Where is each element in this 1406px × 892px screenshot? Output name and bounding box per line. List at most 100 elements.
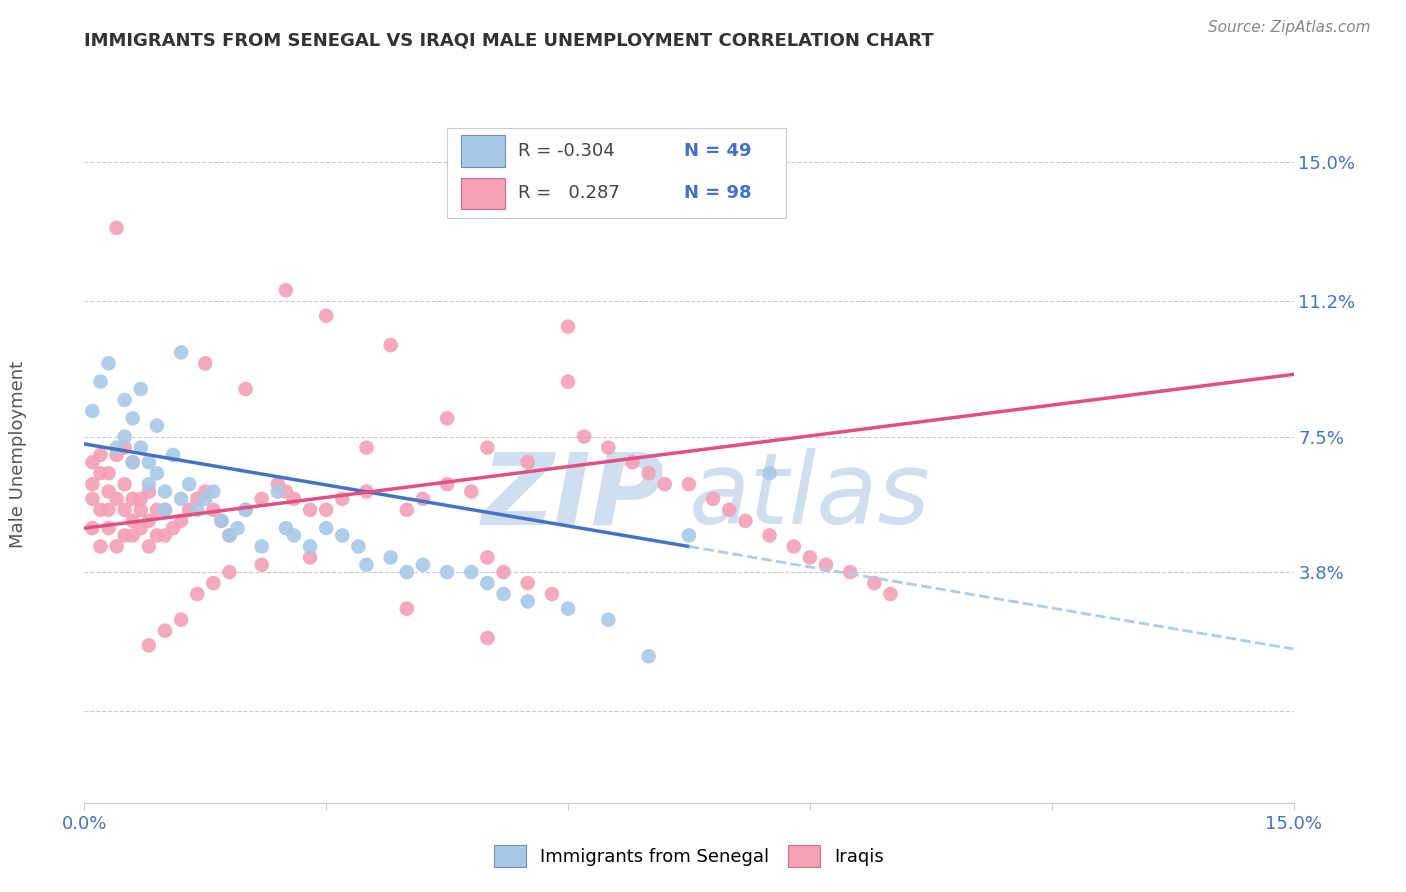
Point [89, 540, 111, 554]
Point [758, 528, 780, 542]
Point [621, 455, 644, 469]
Point [162, 448, 184, 462]
Point [654, 477, 676, 491]
Point [89, 375, 111, 389]
Point [718, 503, 741, 517]
Point [299, 550, 322, 565]
Point [82, 521, 104, 535]
Point [170, 514, 193, 528]
Point [97, 503, 120, 517]
Point [105, 220, 128, 235]
Point [863, 576, 886, 591]
Point [460, 484, 482, 499]
Point [274, 283, 297, 297]
Point [170, 345, 193, 359]
Point [129, 491, 152, 506]
Point [477, 550, 499, 565]
Point [186, 587, 208, 601]
Point [138, 638, 160, 652]
Point [121, 528, 143, 542]
Point [179, 477, 201, 491]
Point [598, 441, 620, 455]
Point [274, 521, 297, 535]
Bar [461, 136, 505, 167]
Point [235, 503, 257, 517]
Point [267, 484, 290, 499]
Point [138, 484, 160, 499]
Point [82, 404, 104, 418]
Point [330, 528, 353, 542]
Point [598, 613, 620, 627]
Point [146, 503, 169, 517]
Point [105, 540, 128, 554]
Point [153, 528, 176, 542]
Text: ZIP: ZIP [482, 448, 665, 545]
Point [121, 491, 143, 506]
Point [436, 477, 458, 491]
Point [477, 576, 499, 591]
Point [186, 491, 208, 506]
Point [194, 356, 217, 370]
Point [138, 455, 160, 469]
Point [97, 467, 120, 481]
Point [82, 477, 104, 491]
Text: IMMIGRANTS FROM SENEGAL VS IRAQI MALE UNEMPLOYMENT CORRELATION CHART: IMMIGRANTS FROM SENEGAL VS IRAQI MALE UN… [84, 31, 934, 49]
Text: atlas: atlas [689, 448, 931, 545]
Point [380, 550, 402, 565]
Point [209, 514, 232, 528]
Point [250, 491, 273, 506]
Point [202, 484, 225, 499]
Point [170, 613, 193, 627]
Point [97, 484, 120, 499]
Point [637, 467, 659, 481]
Point [121, 411, 143, 425]
Point [170, 491, 193, 506]
Point [516, 594, 538, 608]
Point [436, 565, 458, 579]
Point [814, 558, 837, 572]
Point [114, 392, 136, 407]
Point [105, 441, 128, 455]
Point [89, 503, 111, 517]
Point [129, 382, 152, 396]
Point [283, 528, 305, 542]
Point [218, 565, 240, 579]
Text: R =   0.287: R = 0.287 [519, 184, 620, 202]
Point [153, 503, 176, 517]
Point [734, 514, 756, 528]
Point [226, 521, 249, 535]
Point [121, 455, 143, 469]
Text: Male Unemployment: Male Unemployment [8, 361, 27, 549]
Point [356, 558, 378, 572]
Point [82, 455, 104, 469]
Point [758, 467, 780, 481]
Point [146, 528, 169, 542]
Point [194, 484, 217, 499]
Text: Source: ZipAtlas.com: Source: ZipAtlas.com [1208, 20, 1371, 35]
Point [460, 565, 482, 579]
Point [153, 484, 176, 499]
Text: N = 49: N = 49 [685, 142, 752, 160]
Point [114, 528, 136, 542]
Text: N = 98: N = 98 [685, 184, 752, 202]
Point [235, 503, 257, 517]
Point [557, 375, 579, 389]
Point [783, 540, 806, 554]
Point [678, 528, 700, 542]
Point [356, 484, 378, 499]
Point [477, 631, 499, 645]
Point [516, 455, 538, 469]
Point [114, 503, 136, 517]
Point [138, 514, 160, 528]
Point [97, 356, 120, 370]
Point [492, 565, 515, 579]
Point [315, 309, 337, 323]
Point [395, 601, 418, 615]
Point [572, 429, 595, 443]
Point [541, 587, 564, 601]
Point [202, 576, 225, 591]
Point [121, 514, 143, 528]
Point [138, 477, 160, 491]
Point [702, 491, 724, 506]
Point [153, 503, 176, 517]
